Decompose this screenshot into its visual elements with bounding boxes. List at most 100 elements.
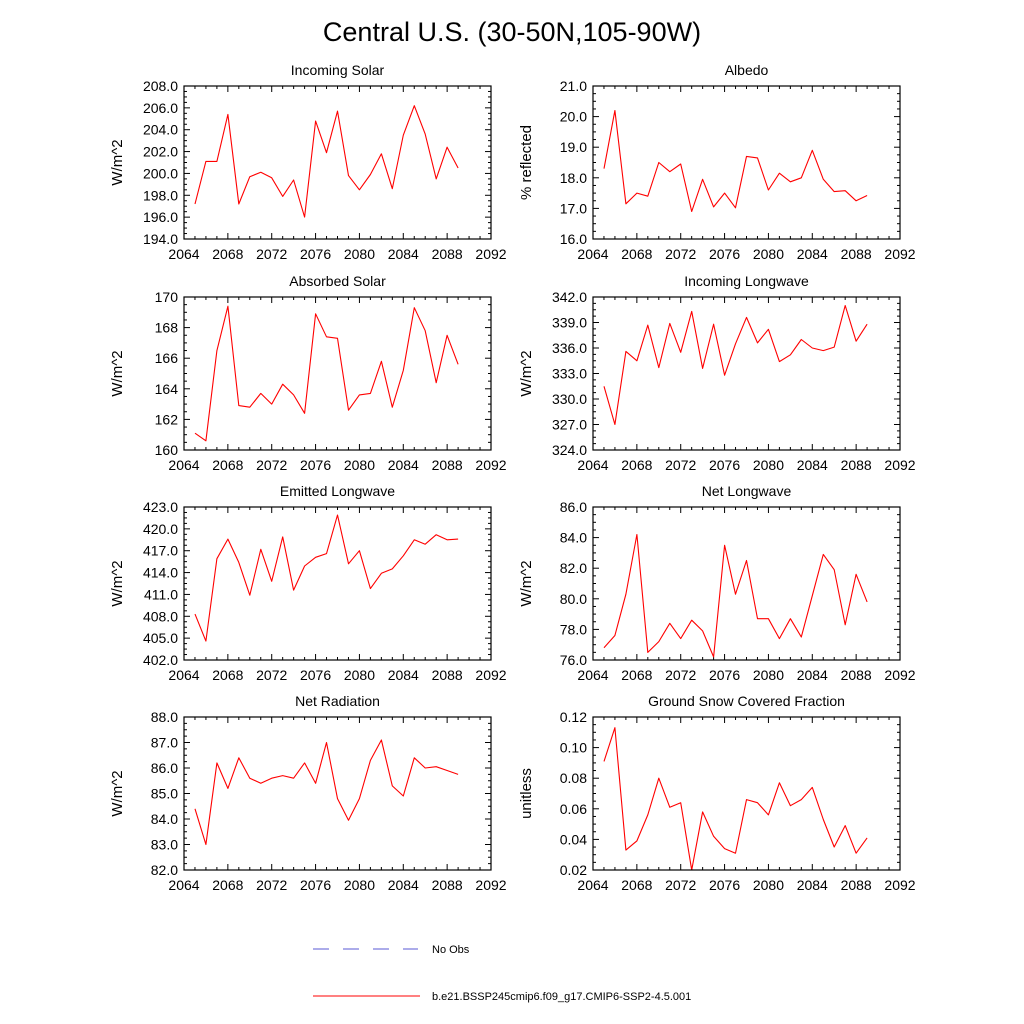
y-tick-label: 168 [155, 320, 179, 336]
x-tick-label: 2092 [475, 667, 506, 683]
x-tick-label: 2084 [388, 246, 419, 262]
x-tick-label: 2088 [841, 877, 872, 893]
plot-frame [592, 716, 901, 871]
panel-emitted-longwave: Emitted Longwave W/m^2 402.0 405.0 408.0 411.… [109, 483, 507, 683]
x-tick-label: 2064 [577, 667, 608, 683]
x-tick-label: 2080 [344, 457, 375, 473]
y-axis-label: unitless [518, 768, 535, 819]
x-tick-label: 2084 [388, 877, 419, 893]
x-tick-label: 2080 [344, 877, 375, 893]
x-tick-label: 2088 [841, 457, 872, 473]
y-tick-label: 0.08 [560, 770, 587, 786]
y-tick-label: 0.10 [560, 740, 587, 756]
x-tick-label: 2080 [753, 246, 784, 262]
y-axis-label: W/m^2 [518, 560, 535, 606]
plot-frame [183, 506, 492, 661]
panel-title: Incoming Solar [291, 62, 385, 78]
plot-frame [592, 506, 901, 661]
panel-title: Emitted Longwave [280, 483, 395, 499]
legend-model-label: b.e21.BSSP245cmip6.f09_g17.CMIP6-SSP2-4.… [432, 991, 691, 1003]
x-tick-label: 2092 [884, 457, 915, 473]
x-tick-label: 2068 [621, 457, 652, 473]
y-tick-label: 336.0 [552, 340, 587, 356]
x-tick-label: 2076 [709, 246, 740, 262]
panel-title: Albedo [725, 62, 769, 78]
x-tick-label: 2064 [168, 246, 199, 262]
series-line [194, 105, 459, 218]
x-tick-label: 2072 [665, 667, 696, 683]
x-tick-label: 2084 [388, 457, 419, 473]
y-tick-label: 162 [155, 411, 179, 427]
figure-title: Central U.S. (30-50N,105-90W) [323, 17, 701, 47]
x-tick-label: 2072 [256, 877, 287, 893]
panel-title: Net Radiation [295, 693, 380, 709]
y-tick-label: 0.12 [560, 709, 587, 725]
x-tick-label: 2064 [577, 877, 608, 893]
y-tick-label: 160 [155, 442, 179, 458]
x-tick-label: 2088 [841, 667, 872, 683]
y-tick-label: 327.0 [552, 417, 587, 433]
x-tick-label: 2068 [212, 246, 243, 262]
series-line [603, 304, 868, 426]
plot-frame [183, 716, 492, 871]
y-tick-label: 339.0 [552, 315, 587, 331]
y-tick-label: 411.0 [144, 586, 178, 602]
panel-ground-snow-covered-fraction: Ground Snow Covered Fraction unitless 0.02… [518, 693, 916, 893]
y-axis-label: W/m^2 [518, 350, 535, 396]
y-tick-label: 206.0 [143, 100, 178, 116]
x-tick-label: 2088 [432, 667, 463, 683]
x-tick-label: 2076 [300, 667, 331, 683]
x-tick-label: 2084 [797, 877, 828, 893]
x-tick-label: 2076 [300, 246, 331, 262]
y-tick-label: 82.0 [151, 862, 178, 878]
y-tick-label: 330.0 [552, 391, 587, 407]
panel-title: Net Longwave [702, 483, 792, 499]
x-tick-label: 2072 [665, 457, 696, 473]
panel-incoming-solar: Incoming Solar W/m^2 194.0 196.0 198.0 200.0 2… [109, 62, 507, 262]
series-line [603, 109, 868, 213]
y-tick-label: 87.0 [151, 735, 178, 751]
x-tick-label: 2068 [621, 877, 652, 893]
panels: Incoming Solar W/m^2 194.0 196.0 198.0 200.0 2… [109, 62, 916, 893]
x-tick-label: 2064 [168, 457, 199, 473]
y-tick-label: 84.0 [560, 530, 587, 546]
x-tick-label: 2080 [344, 667, 375, 683]
x-tick-label: 2076 [300, 457, 331, 473]
panel-absorbed-solar: Absorbed Solar W/m^2 160 162 164 166 168 170 206… [109, 273, 507, 473]
y-tick-label: 200.0 [143, 165, 178, 181]
x-tick-label: 2072 [665, 246, 696, 262]
x-tick-label: 2080 [753, 667, 784, 683]
y-tick-label: 21.0 [560, 78, 587, 94]
panel-net-radiation: Net Radiation W/m^2 82.0 83.0 84.0 85.0 86.0 87… [109, 693, 507, 893]
y-tick-label: 194.0 [143, 231, 178, 247]
x-tick-label: 2068 [212, 457, 243, 473]
x-tick-label: 2072 [256, 667, 287, 683]
y-tick-label: 0.06 [560, 801, 587, 817]
x-tick-label: 2084 [797, 667, 828, 683]
y-axis-label: W/m^2 [109, 350, 126, 396]
x-tick-label: 2072 [256, 457, 287, 473]
y-tick-label: 83.0 [151, 837, 178, 853]
y-tick-label: 166 [155, 350, 179, 366]
x-tick-label: 2064 [168, 667, 199, 683]
y-tick-label: 333.0 [552, 366, 587, 382]
y-tick-label: 78.0 [560, 621, 587, 637]
plot-frame [183, 85, 492, 240]
x-tick-label: 2092 [884, 877, 915, 893]
series-line [194, 514, 459, 642]
y-tick-label: 19.0 [560, 139, 587, 155]
y-tick-label: 204.0 [143, 122, 178, 138]
x-tick-label: 2088 [432, 246, 463, 262]
y-tick-label: 85.0 [151, 786, 178, 802]
plot-frame [592, 85, 901, 240]
x-tick-label: 2080 [753, 457, 784, 473]
x-tick-label: 2092 [884, 246, 915, 262]
y-tick-label: 76.0 [560, 652, 587, 668]
x-tick-label: 2076 [300, 877, 331, 893]
y-tick-label: 402.0 [143, 652, 178, 668]
x-tick-label: 2064 [577, 246, 608, 262]
legend-obs-label: No Obs [432, 944, 470, 956]
series-line [603, 533, 868, 658]
y-tick-label: 342.0 [552, 289, 587, 305]
x-tick-label: 2088 [432, 457, 463, 473]
